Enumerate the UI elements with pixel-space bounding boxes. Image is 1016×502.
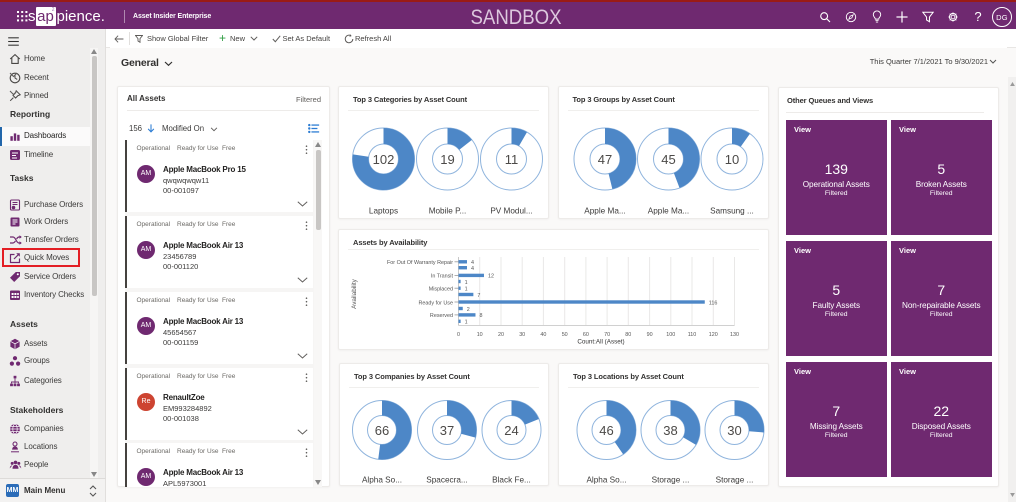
svg-text:Black Fe...: Black Fe... <box>492 476 531 485</box>
svg-text:38: 38 <box>663 423 677 438</box>
svg-text:24: 24 <box>504 423 518 438</box>
svg-text:102: 102 <box>373 152 395 167</box>
svg-text:11: 11 <box>505 152 519 167</box>
svg-text:Misplaced: Misplaced <box>429 287 453 293</box>
svg-text:1: 1 <box>465 287 468 293</box>
svg-text:Apple Ma...: Apple Ma... <box>584 207 625 216</box>
svg-text:Alpha So...: Alpha So... <box>362 476 402 485</box>
svg-text:30: 30 <box>727 423 741 438</box>
svg-text:Ready for Use: Ready for Use <box>419 300 453 306</box>
svg-text:8: 8 <box>480 313 483 319</box>
svg-text:12: 12 <box>488 274 494 280</box>
svg-text:Mobile P...: Mobile P... <box>429 207 467 216</box>
svg-text:70: 70 <box>604 332 610 338</box>
svg-text:Reserved: Reserved <box>430 313 453 319</box>
svg-text:For Out Of Warranty Repair: For Out Of Warranty Repair <box>387 260 453 266</box>
svg-text:7: 7 <box>477 293 480 299</box>
svg-text:20: 20 <box>498 332 504 338</box>
svg-text:110: 110 <box>688 332 697 338</box>
svg-text:2: 2 <box>467 307 470 313</box>
svg-text:Samsung ...: Samsung ... <box>710 207 754 216</box>
svg-text:30: 30 <box>519 332 525 338</box>
svg-text:40: 40 <box>540 332 546 338</box>
svg-text:37: 37 <box>440 423 454 438</box>
svg-text:10: 10 <box>477 332 483 338</box>
svg-text:PV Modul...: PV Modul... <box>490 207 532 216</box>
svg-text:SANDBOX: SANDBOX <box>471 5 562 29</box>
svg-text:100: 100 <box>666 332 675 338</box>
svg-text:Availability: Availability <box>351 278 358 308</box>
svg-text:Laptops: Laptops <box>369 207 398 216</box>
svg-text:120: 120 <box>709 332 718 338</box>
svg-text:Count:All (Asset): Count:All (Asset) <box>577 339 624 346</box>
svg-text:116: 116 <box>709 300 718 306</box>
svg-text:47: 47 <box>597 152 611 167</box>
svg-text:Apple Ma...: Apple Ma... <box>647 207 688 216</box>
svg-text:0: 0 <box>457 332 460 338</box>
svg-text:46: 46 <box>599 423 613 438</box>
svg-text:In Transit: In Transit <box>431 274 454 280</box>
svg-text:1: 1 <box>465 320 468 326</box>
svg-text:1: 1 <box>465 280 468 286</box>
svg-text:66: 66 <box>375 423 389 438</box>
svg-text:80: 80 <box>625 332 631 338</box>
svg-text:10: 10 <box>724 152 738 167</box>
svg-text:Storage ...: Storage ... <box>716 476 754 485</box>
svg-text:50: 50 <box>562 332 568 338</box>
svg-text:4: 4 <box>471 266 474 272</box>
svg-text:Alpha So...: Alpha So... <box>586 476 626 485</box>
svg-text:90: 90 <box>647 332 653 338</box>
svg-text:130: 130 <box>730 332 739 338</box>
svg-text:60: 60 <box>583 332 589 338</box>
svg-text:Storage ...: Storage ... <box>652 476 690 485</box>
svg-text:4: 4 <box>471 260 474 266</box>
svg-text:19: 19 <box>440 152 454 167</box>
svg-text:Spacecra...: Spacecra... <box>426 476 467 485</box>
svg-text:45: 45 <box>661 152 675 167</box>
